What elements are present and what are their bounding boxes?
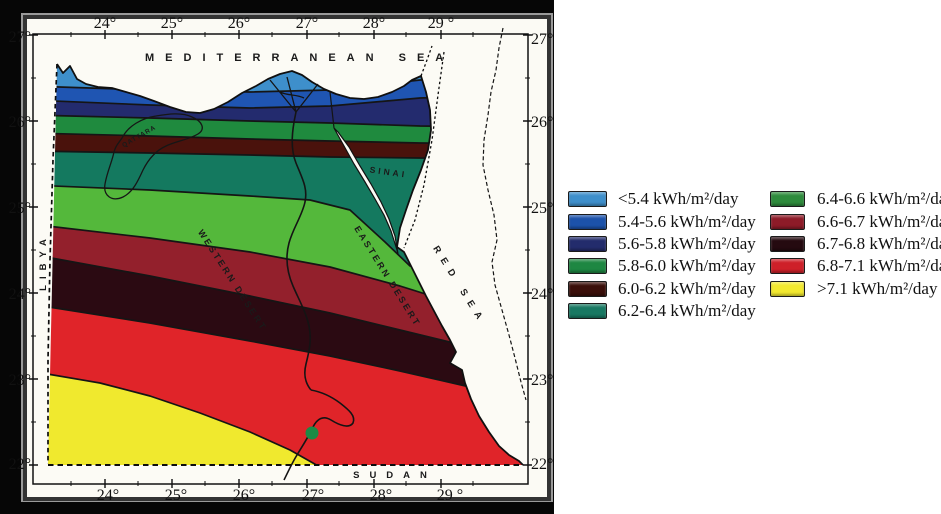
nile-river bbox=[286, 111, 312, 391]
legend-swatch bbox=[770, 258, 805, 275]
axis-top-29: 29 ° bbox=[428, 15, 454, 32]
axis-top-27: 27° bbox=[296, 15, 318, 32]
band-6-4-6-6 bbox=[48, 185, 523, 325]
legend-swatch bbox=[568, 213, 607, 230]
legend-label: 6.0-6.2 kWh/m²/day bbox=[618, 278, 756, 298]
axis-right-26: 26° bbox=[531, 114, 553, 131]
legend-item: 5.8-6.0 kWh/m²/day bbox=[568, 255, 756, 277]
legend-item: 5.6-5.8 kWh/m²/day bbox=[568, 233, 756, 255]
legend-label: 6.8-7.1 kWh/m²/day bbox=[817, 256, 941, 276]
axis-top-25: 25° bbox=[161, 15, 183, 32]
legend-item: 6.4-6.6 kWh/m²/day bbox=[770, 188, 941, 210]
axis-bottom-27: 27° bbox=[302, 487, 324, 504]
ticks-left-major bbox=[29, 34, 38, 466]
band-gt-7-1 bbox=[48, 371, 340, 465]
axis-labels: 24° 25° 26° 27° 28° 29 ° 24° 25° 26° 27°… bbox=[9, 15, 554, 504]
axis-top-26: 26° bbox=[228, 15, 250, 32]
axis-right-23: 23° bbox=[531, 372, 553, 389]
axis-left-25: 25° bbox=[9, 200, 31, 217]
gulf-of-suez bbox=[333, 127, 399, 255]
ticks-right-major bbox=[523, 34, 532, 466]
legend-swatch bbox=[770, 280, 805, 297]
legend-item: 6.6-6.7 kWh/m²/day bbox=[770, 210, 941, 232]
legend-label: 5.8-6.0 kWh/m²/day bbox=[618, 256, 756, 276]
ticks-bottom-major bbox=[104, 479, 442, 488]
suez-canal bbox=[329, 91, 335, 129]
axis-ticks bbox=[29, 30, 532, 488]
legend-item: 6.2-6.4 kWh/m²/day bbox=[568, 300, 756, 322]
station-marker-dot bbox=[305, 426, 319, 440]
axis-right-22: 22° bbox=[531, 456, 553, 473]
band-6-8-7-1 bbox=[48, 304, 523, 465]
legend-label: >7.1 kWh/m²/day bbox=[817, 278, 938, 298]
band-6-7-6-8 bbox=[48, 254, 523, 398]
legend-item: 6.7-6.8 kWh/m²/day bbox=[770, 233, 941, 255]
label-libya: LIBYA bbox=[38, 233, 49, 291]
axis-bottom-29: 29 ° bbox=[437, 487, 463, 504]
axis-left-24: 24° bbox=[9, 286, 31, 303]
axis-right-27: 27° bbox=[531, 31, 553, 48]
lake-nasser bbox=[283, 389, 355, 481]
legend-swatch bbox=[568, 235, 607, 252]
legend-column-1: <5.4 kWh/m²/day 5.4-5.6 kWh/m²/day 5.6-5… bbox=[568, 188, 756, 322]
axis-bottom-26: 26° bbox=[233, 487, 255, 504]
border-libya-dashed bbox=[47, 63, 58, 464]
red-sea-east-coastline bbox=[482, 27, 527, 401]
legend-label: 6.2-6.4 kWh/m²/day bbox=[618, 301, 756, 321]
ticks-minor bbox=[31, 32, 530, 486]
axis-right-25: 25° bbox=[531, 200, 553, 217]
axis-left-27: 27° bbox=[9, 29, 31, 46]
ticks-top-major bbox=[104, 30, 442, 39]
band-5-6-5-8 bbox=[48, 94, 523, 127]
legend-item: >7.1 kWh/m²/day bbox=[770, 278, 941, 300]
border-israel-dotted bbox=[403, 45, 445, 249]
label-sudan: SUDAN bbox=[353, 470, 437, 481]
legend-swatch bbox=[568, 303, 607, 320]
band-6-6-6-7 bbox=[48, 224, 523, 360]
legend-swatch bbox=[770, 213, 805, 230]
legend-item: <5.4 kWh/m²/day bbox=[568, 188, 756, 210]
legend-column-2: 6.4-6.6 kWh/m²/day 6.6-6.7 kWh/m²/day 6.… bbox=[770, 188, 941, 300]
legend-label: 5.6-5.8 kWh/m²/day bbox=[618, 233, 756, 253]
legend-item: 6.8-7.1 kWh/m²/day bbox=[770, 255, 941, 277]
legend-label: <5.4 kWh/m²/day bbox=[618, 189, 739, 209]
legend-label: 6.4-6.6 kWh/m²/day bbox=[817, 189, 941, 209]
legend-label: 5.4-5.6 kWh/m²/day bbox=[618, 211, 756, 231]
egypt-solar-map: MEDITERRANEAN SEA LIBYA SUDAN RED SEA WE… bbox=[0, 0, 554, 514]
axis-right-24: 24° bbox=[531, 286, 553, 303]
legend-swatch bbox=[568, 258, 607, 275]
axis-left-26: 26° bbox=[9, 114, 31, 131]
legend-swatch bbox=[770, 235, 805, 252]
legend-item: 6.0-6.2 kWh/m²/day bbox=[568, 278, 756, 300]
egypt-outline bbox=[56, 63, 524, 466]
axis-left-22: 22° bbox=[9, 456, 31, 473]
legend-swatch bbox=[568, 191, 607, 208]
axis-bottom-28: 28° bbox=[370, 487, 392, 504]
axis-bottom-24: 24° bbox=[97, 487, 119, 504]
qattara-depression-outline bbox=[104, 113, 203, 200]
axis-top-28: 28° bbox=[363, 15, 385, 32]
label-mediterranean-sea: MEDITERRANEAN SEA bbox=[145, 52, 454, 64]
nile-delta-branches bbox=[269, 76, 319, 113]
legend-label: 6.6-6.7 kWh/m²/day bbox=[817, 211, 941, 231]
legend-label: 6.7-6.8 kWh/m²/day bbox=[817, 233, 941, 253]
axis-left-23: 23° bbox=[9, 372, 31, 389]
axis-top-24: 24° bbox=[94, 15, 116, 32]
band-5-8-6-0 bbox=[48, 115, 523, 144]
axis-bottom-25: 25° bbox=[165, 487, 187, 504]
legend-swatch bbox=[770, 191, 805, 208]
legend-swatch bbox=[568, 280, 607, 297]
legend-item: 5.4-5.6 kWh/m²/day bbox=[568, 210, 756, 232]
